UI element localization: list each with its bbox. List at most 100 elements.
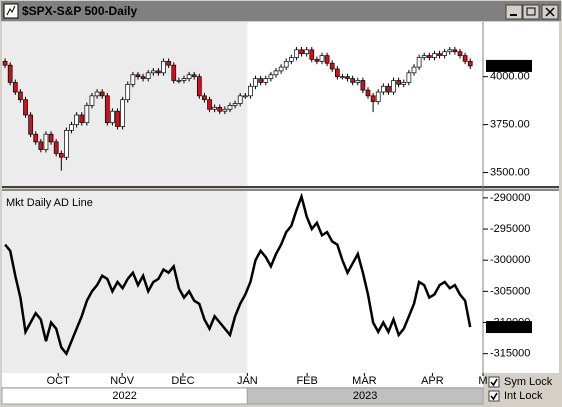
title-bar <box>1 1 561 21</box>
candle-body <box>43 133 49 150</box>
ad-title: Mkt Daily AD Line <box>6 197 93 209</box>
minimize-button[interactable] <box>505 4 523 20</box>
candle-body <box>288 57 294 62</box>
candle-body <box>345 76 350 79</box>
candle-body <box>411 66 417 74</box>
last-value-box <box>486 59 532 72</box>
candle-body <box>135 74 141 78</box>
candle-body <box>324 55 330 64</box>
candle-body <box>370 95 376 102</box>
candle-body <box>130 74 136 85</box>
candle-body <box>268 74 274 79</box>
x-axis-area <box>2 373 483 387</box>
checkbox[interactable] <box>488 390 500 402</box>
candle-body <box>166 60 171 66</box>
close-glyph <box>545 7 555 17</box>
last-value-label: -310728 <box>489 321 529 333</box>
candle-body <box>212 107 217 110</box>
checkbox-label: Sym Lock <box>504 376 553 388</box>
candle-body <box>79 114 85 124</box>
y-tick-label: -305000 <box>490 285 530 297</box>
candle-body <box>7 64 13 83</box>
candle-body <box>217 107 223 112</box>
candle-body <box>457 51 463 56</box>
last-value-label: 4055.99 <box>489 60 529 72</box>
candle-body <box>2 60 8 66</box>
y-tick-label: -295000 <box>490 223 530 235</box>
candle-body <box>437 53 442 56</box>
candle-body <box>207 99 212 110</box>
candle-body <box>406 72 412 83</box>
candle-body <box>258 78 263 83</box>
candle-body <box>120 99 125 127</box>
candle-body <box>232 103 238 106</box>
candle-body <box>462 55 468 62</box>
candle-body <box>452 49 458 53</box>
candle-body <box>64 130 69 158</box>
candle-body <box>237 95 243 104</box>
candle-body <box>12 82 18 93</box>
candle-body <box>375 91 381 102</box>
candle-body <box>58 153 64 158</box>
checkbox[interactable] <box>488 376 500 388</box>
ad-line <box>4 192 472 357</box>
y-tick-label: 3750.00 <box>490 119 530 131</box>
candle-body <box>386 85 391 93</box>
ad-axis-area <box>483 191 559 373</box>
candle-body <box>416 57 422 68</box>
candle-body <box>28 114 33 135</box>
year-label: 2022 <box>112 390 136 402</box>
window-title: $SPX-S&P 500-Daily <box>22 4 137 18</box>
candle-body <box>115 110 120 127</box>
candle-body <box>48 133 54 143</box>
x-tick-label: NOV <box>110 375 135 387</box>
candle-body <box>176 80 182 82</box>
candle-body <box>191 74 197 78</box>
candle-body <box>161 60 166 74</box>
candle-body <box>421 55 427 58</box>
candle-body <box>181 78 187 81</box>
candle-body <box>350 78 356 83</box>
candle-body <box>150 70 156 74</box>
candle-body <box>309 49 315 60</box>
candle-body <box>299 49 304 54</box>
candle-body <box>171 64 177 81</box>
x-tick-label: MAR <box>352 375 377 387</box>
candle-body <box>89 95 95 106</box>
candle-body <box>94 91 100 97</box>
candle-body <box>69 124 74 131</box>
x-tick-label: DEC <box>171 375 194 387</box>
candle-body <box>125 83 131 101</box>
candle-body <box>110 110 115 124</box>
candle-body <box>53 141 59 154</box>
maximize-button[interactable] <box>522 4 540 20</box>
candle-body <box>263 78 269 83</box>
y-tick-label: -315000 <box>490 348 530 360</box>
candle-body <box>278 66 284 72</box>
x-tick-label: M <box>478 375 487 387</box>
price-axis-area <box>483 22 559 186</box>
candle-body <box>432 53 437 58</box>
candle-body <box>156 70 161 74</box>
candle-body <box>196 76 202 97</box>
candle-body <box>283 60 289 68</box>
year-label: 2023 <box>353 390 377 402</box>
candle-body <box>33 133 39 143</box>
window-buttons[interactable] <box>505 4 559 20</box>
x-tick-label: OCT <box>47 375 71 387</box>
candle-body <box>380 85 386 93</box>
y-tick-label: 3500.00 <box>490 166 530 178</box>
x-tick-label: JAN <box>237 375 258 387</box>
candle-body <box>242 95 248 98</box>
candle-body <box>396 80 402 85</box>
checkbox-label: Int Lock <box>504 390 543 402</box>
candle-body <box>222 108 228 112</box>
candle-body <box>447 49 453 53</box>
candle-body <box>248 85 253 97</box>
candle-body <box>442 51 448 56</box>
candle-body <box>23 99 28 116</box>
candle-body <box>186 74 192 79</box>
candle-body <box>360 80 366 91</box>
candle-body <box>391 80 396 93</box>
